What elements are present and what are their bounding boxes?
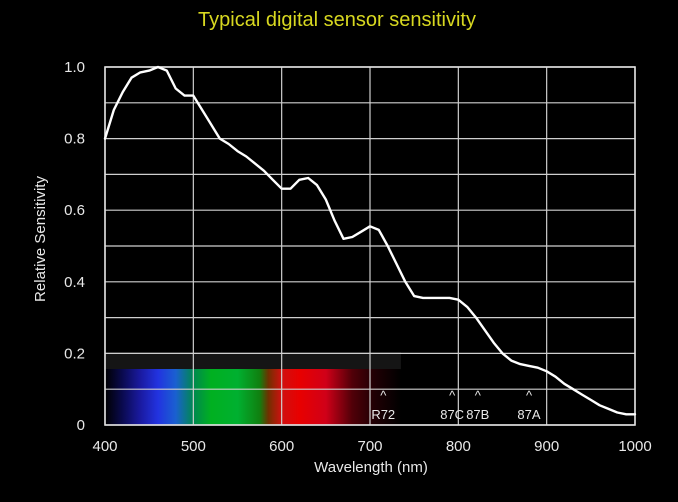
y-tick-label: 1.0 [64,59,85,76]
y-tick-label: 0.2 [64,345,85,362]
x-tick-label: 900 [534,438,559,455]
chart-title: Typical digital sensor sensitivity [198,9,476,31]
x-tick-label: 800 [446,438,471,455]
filter-marker-label: 87A [517,407,540,422]
axes: 400 500 600 700 800 900 1000 0 0.2 0.4 0.6 0.8 1.0 [64,59,652,455]
filter-marker-caret: ^ [475,388,482,403]
filter-marker-label: 87C [440,407,464,422]
filter-marker-caret: ^ [449,388,456,403]
series-layer [103,65,637,416]
x-tick-label: 600 [269,438,294,455]
y-axis-label: Relative Sensitivity [32,176,49,302]
y-tick-label: 0.4 [64,274,85,291]
filter-marker-caret: ^ [380,388,387,403]
x-axis-label: Wavelength (nm) [314,459,428,476]
spectrum-band [105,369,401,425]
y-tick-label: 0.8 [64,131,85,148]
x-tick-label: 1000 [618,438,651,455]
y-tick-label: 0 [77,417,85,434]
visible-spectrum-strip [105,352,401,425]
plot-frame [104,66,636,426]
filter-marker-caret: ^ [526,388,533,403]
filter-marker-label: 87B [466,407,489,422]
filter-markers: ^ R72 ^ 87C ^ 87B ^ 87A [371,388,541,422]
x-tick-label: 700 [357,438,382,455]
sensitivity-line [103,65,637,416]
spectrum-ruler [105,352,401,370]
y-tick-label: 0.6 [64,202,85,219]
filter-marker-label: R72 [371,407,395,422]
x-tick-label: 500 [181,438,206,455]
x-tick-label: 400 [92,438,117,455]
